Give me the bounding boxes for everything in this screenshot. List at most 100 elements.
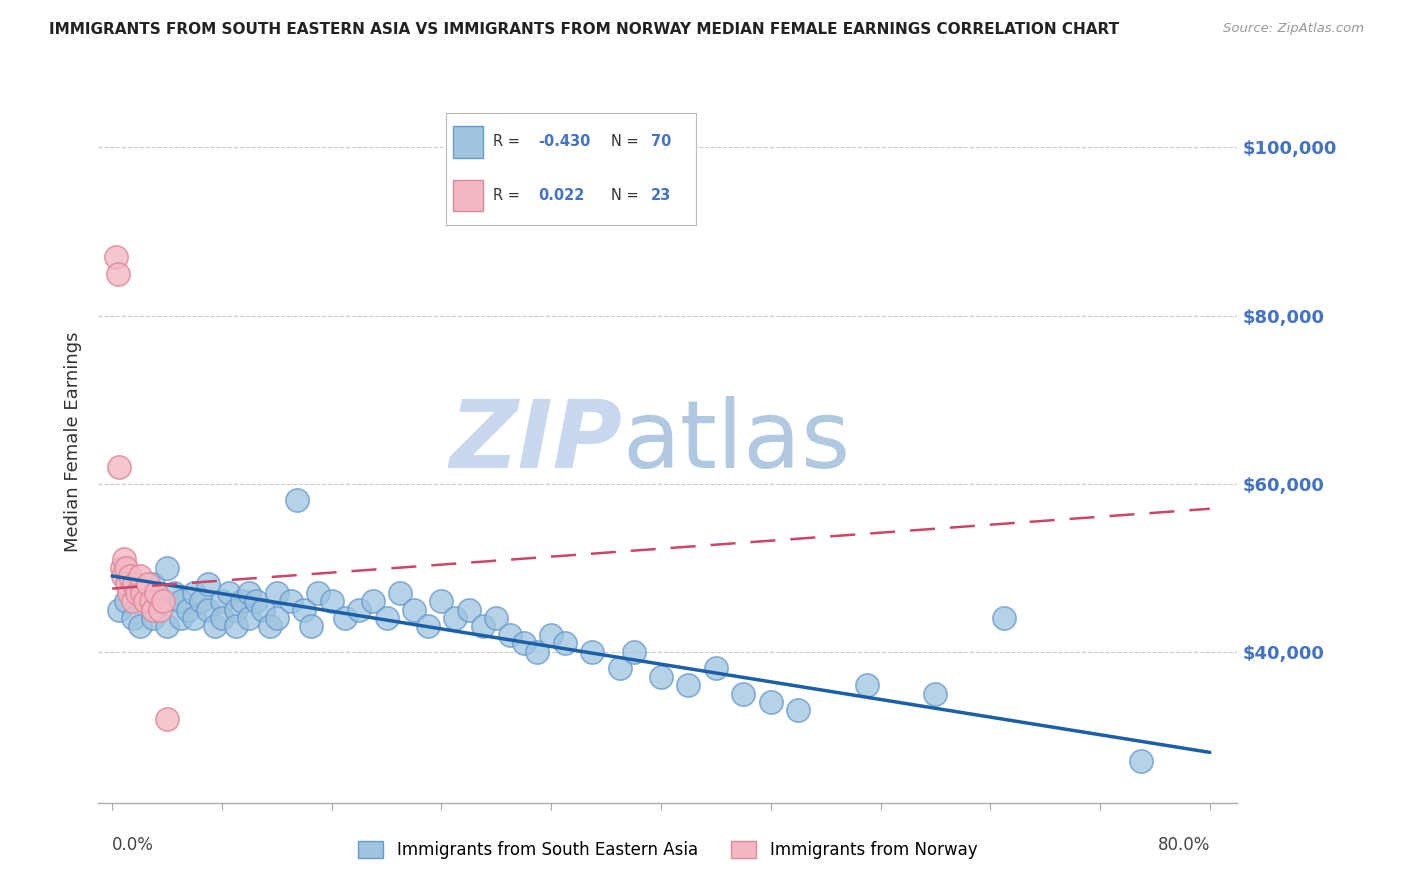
Point (163, 586, 186, 600)
Point (389, 586, 412, 600)
Point (211, 594, 233, 608)
Point (107, 267, 129, 281)
Point (183, 611, 205, 625)
Point (117, 586, 139, 600)
Point (156, 619, 179, 633)
Point (733, 687, 755, 701)
Point (156, 560, 179, 574)
Point (540, 628, 562, 642)
Point (121, 611, 143, 625)
Point (145, 586, 167, 600)
Point (142, 611, 165, 625)
Point (280, 594, 302, 608)
Point (361, 594, 384, 608)
Point (321, 594, 343, 608)
Point (526, 644, 548, 658)
Point (128, 569, 150, 583)
Point (554, 636, 576, 650)
Point (993, 611, 1015, 625)
Point (457, 602, 479, 616)
Point (238, 586, 260, 600)
Text: ZIP: ZIP (450, 395, 623, 488)
Point (204, 619, 226, 633)
Point (231, 594, 253, 608)
Point (121, 594, 143, 608)
Point (499, 628, 522, 642)
Point (108, 459, 131, 474)
Point (108, 602, 131, 616)
Point (128, 619, 150, 633)
Point (444, 611, 467, 625)
Point (115, 594, 138, 608)
Point (111, 560, 134, 574)
Point (759, 695, 782, 709)
Point (152, 594, 174, 608)
Point (485, 611, 508, 625)
Point (134, 594, 156, 608)
Point (114, 552, 136, 566)
Point (924, 687, 946, 701)
Text: atlas: atlas (623, 395, 851, 488)
Point (122, 577, 145, 591)
Point (135, 594, 157, 608)
Point (225, 619, 247, 633)
Point (183, 586, 205, 600)
Point (581, 644, 603, 658)
Point (176, 602, 198, 616)
Point (149, 594, 172, 608)
Point (211, 611, 233, 625)
Point (170, 611, 193, 625)
Point (266, 611, 288, 625)
Point (787, 703, 810, 717)
Point (197, 577, 219, 591)
Point (105, 250, 128, 264)
Point (402, 602, 425, 616)
Point (259, 619, 281, 633)
Point (218, 586, 240, 600)
Text: 80.0%: 80.0% (1157, 837, 1209, 855)
Point (118, 569, 141, 583)
Point (704, 661, 727, 675)
Point (190, 594, 212, 608)
Point (115, 560, 138, 574)
Point (375, 611, 398, 625)
Point (650, 670, 672, 684)
Point (307, 586, 329, 600)
Point (430, 594, 453, 608)
Point (471, 619, 494, 633)
Point (142, 577, 165, 591)
Point (149, 602, 172, 616)
Point (112, 569, 135, 583)
Point (292, 602, 315, 616)
Point (131, 586, 153, 600)
Point (136, 577, 159, 591)
Point (142, 602, 165, 616)
Point (609, 661, 631, 675)
Point (678, 678, 700, 692)
Point (128, 586, 150, 600)
Text: 0.0%: 0.0% (112, 837, 155, 855)
Point (139, 594, 162, 608)
Point (245, 594, 267, 608)
Point (125, 586, 148, 600)
Point (266, 586, 288, 600)
Point (416, 619, 439, 633)
Point (1130, 754, 1153, 768)
Y-axis label: Median Female Earnings: Median Female Earnings (65, 331, 83, 552)
Point (170, 594, 193, 608)
Text: IMMIGRANTS FROM SOUTH EASTERN ASIA VS IMMIGRANTS FROM NORWAY MEDIAN FEMALE EARNI: IMMIGRANTS FROM SOUTH EASTERN ASIA VS IM… (49, 22, 1119, 37)
Text: Source: ZipAtlas.com: Source: ZipAtlas.com (1223, 22, 1364, 36)
Legend: Immigrants from South Eastern Asia, Immigrants from Norway: Immigrants from South Eastern Asia, Immi… (359, 841, 977, 860)
Point (299, 619, 322, 633)
Point (623, 644, 645, 658)
Point (115, 577, 138, 591)
Point (238, 611, 260, 625)
Point (225, 602, 247, 616)
Point (156, 712, 179, 726)
Point (287, 493, 309, 508)
Point (335, 611, 357, 625)
Point (252, 602, 274, 616)
Point (197, 602, 219, 616)
Point (513, 636, 536, 650)
Point (856, 678, 879, 692)
